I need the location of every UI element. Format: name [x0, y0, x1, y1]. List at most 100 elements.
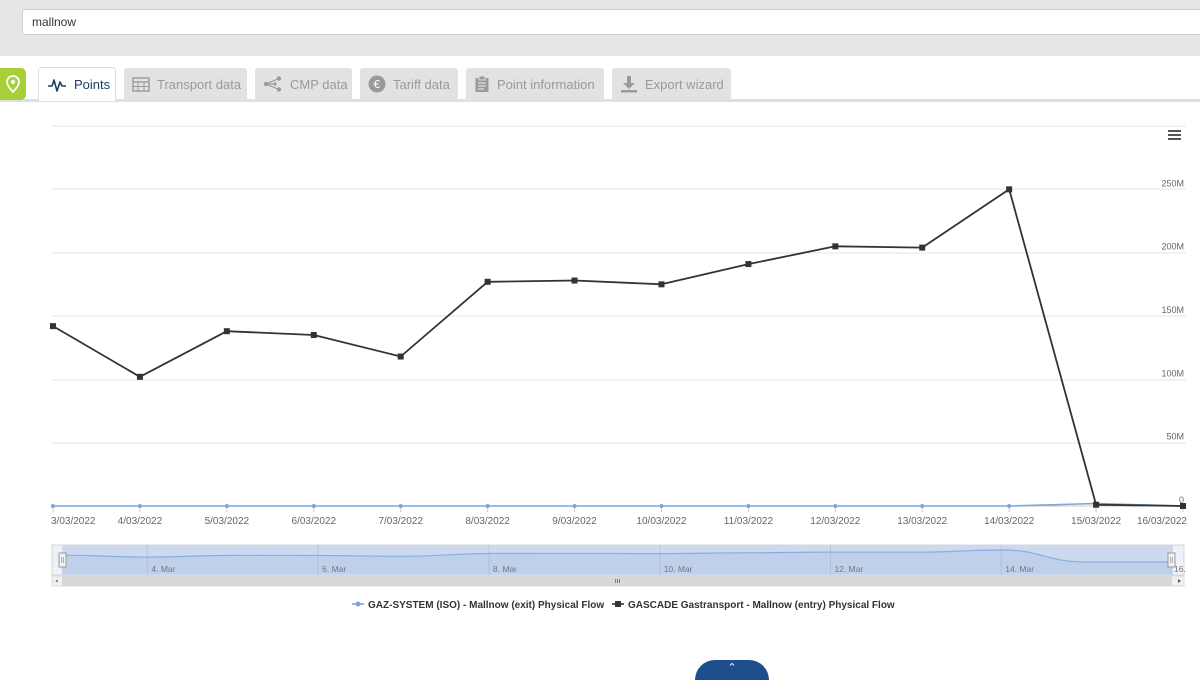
navigator-label: 14. Mar [1005, 564, 1034, 574]
data-point[interactable] [50, 323, 56, 330]
navigator-labels: 4. Mar 6. Mar 8. Mar 10. Mar 12. Mar 14. Mar 1… [151, 564, 1185, 574]
scrollbar-thumb[interactable] [62, 576, 1172, 586]
navigator-handle-left[interactable] [58, 552, 67, 568]
data-point[interactable] [746, 504, 751, 508]
navigator-label: 6. Mar [322, 564, 346, 574]
scroll-left-arrow-icon[interactable] [55, 579, 58, 583]
data-point[interactable] [136, 373, 143, 380]
x-tick-label: 4/03/2022 [118, 516, 163, 527]
y-tick-label: 150M [1161, 305, 1184, 315]
navigator-label: 10. Mar [664, 564, 693, 574]
data-point[interactable] [659, 504, 664, 508]
data-point[interactable] [311, 504, 316, 508]
data-point[interactable] [1007, 504, 1012, 508]
x-tick-label: 5/03/2022 [205, 516, 250, 527]
calendar-icon [132, 77, 150, 92]
data-point[interactable] [137, 504, 142, 508]
data-point[interactable] [1006, 186, 1013, 193]
tab-transport-data[interactable]: Transport data [124, 68, 247, 100]
legend-marker [615, 601, 621, 607]
y-axis-labels: 0 50M 100M 150M 200M 250M [1161, 178, 1184, 505]
data-point[interactable] [398, 504, 403, 508]
tab-label: Tariff data [393, 76, 450, 92]
data-point[interactable] [397, 353, 404, 360]
euro-icon: € [368, 75, 386, 93]
navigator-handle-right[interactable] [1167, 552, 1176, 568]
svg-text:€: € [374, 78, 381, 91]
x-tick-label: 7/03/2022 [378, 516, 423, 527]
data-point[interactable] [919, 244, 926, 251]
tab-tariff-data[interactable]: € Tariff data [360, 68, 458, 100]
data-point[interactable] [571, 277, 578, 284]
tab-label: Point information [497, 76, 595, 92]
data-point[interactable] [572, 504, 577, 508]
share-nodes-icon [263, 76, 282, 92]
flow-chart: 3/03/2022 4/03/2022 5/03/2022 6/03/2022 7/03… [50, 125, 1187, 611]
legend-item-entry[interactable]: GASCADE Gastransport - Mallnow (entry) P… [612, 600, 895, 611]
scroll-top-button[interactable]: ⌃ [695, 660, 769, 680]
tab-point-information[interactable]: Point information [466, 68, 604, 100]
tab-label: CMP data [290, 76, 348, 92]
location-pin-icon [6, 75, 20, 93]
y-tick-label: 250M [1161, 178, 1184, 188]
data-point[interactable] [658, 281, 665, 288]
tab-cmp-data[interactable]: CMP data [255, 68, 352, 100]
tab-label: Transport data [157, 76, 242, 92]
navigator-label: 8. Mar [493, 564, 517, 574]
x-tick-label: 14/03/2022 [984, 516, 1034, 527]
legend-marker [355, 601, 361, 607]
data-point[interactable] [833, 504, 838, 508]
legend-item-exit[interactable]: GAZ-SYSTEM (ISO) - Mallnow (exit) Physic… [352, 600, 604, 611]
tab-export-wizard[interactable]: Export wizard [612, 68, 731, 100]
chart-menu-button[interactable] [1164, 128, 1184, 144]
hamburger-icon [1168, 130, 1181, 140]
series-entry[interactable] [50, 186, 1186, 509]
x-tick-label: 12/03/2022 [810, 516, 860, 527]
data-point[interactable] [484, 278, 491, 285]
navigator-label: 16. [1174, 564, 1186, 574]
data-point[interactable] [920, 504, 925, 508]
series-line[interactable] [53, 502, 1184, 507]
tab-points[interactable]: Points [38, 67, 116, 101]
x-tick-label: 13/03/2022 [897, 516, 947, 527]
data-point[interactable] [223, 328, 230, 335]
location-pin-button[interactable] [0, 68, 26, 100]
y-tick-label: 50M [1166, 432, 1184, 442]
x-tick-label: 10/03/2022 [636, 516, 686, 527]
tab-bar: Points Transport data CMP data € Tariff [0, 56, 1200, 102]
tab-label: Export wizard [645, 76, 724, 92]
data-point[interactable] [1180, 503, 1186, 509]
series-exit[interactable] [51, 501, 1185, 508]
x-tick-label: 8/03/2022 [465, 516, 510, 527]
legend-label: GASCADE Gastransport - Mallnow (entry) P… [628, 600, 895, 611]
legend[interactable]: GAZ-SYSTEM (ISO) - Mallnow (exit) Physic… [352, 600, 895, 611]
data-point[interactable] [832, 243, 839, 250]
x-tick-label: 11/03/2022 [724, 516, 774, 527]
search-input[interactable] [22, 9, 1200, 35]
data-point[interactable] [51, 504, 55, 508]
download-icon [621, 76, 637, 93]
data-point[interactable] [745, 261, 752, 268]
scroll-right-arrow-icon[interactable] [1178, 579, 1181, 583]
x-tick-label: 16/03/2022 [1137, 516, 1187, 527]
x-axis-ticks [52, 506, 1184, 512]
chevron-up-icon: ⌃ [727, 662, 737, 674]
x-tick-label: 9/03/2022 [552, 516, 597, 527]
data-point[interactable] [485, 504, 490, 508]
grid [52, 125, 1186, 507]
series-line[interactable] [52, 188, 1184, 507]
data-point[interactable] [1093, 501, 1100, 508]
clipboard-icon [475, 75, 489, 92]
data-point[interactable] [310, 332, 317, 338]
y-tick-label: 0 [1179, 495, 1184, 505]
navigator-label: 12. Mar [834, 564, 863, 574]
navigator-series-line [61, 549, 1173, 563]
scrollbar[interactable] [51, 575, 1185, 587]
navigator-label: 4. Mar [151, 564, 175, 574]
x-tick-label: 3/03/2022 [51, 516, 96, 527]
x-axis-labels: 3/03/2022 4/03/2022 5/03/2022 6/03/2022 7/03… [51, 516, 1187, 527]
data-point[interactable] [224, 504, 229, 508]
y-tick-label: 200M [1161, 242, 1184, 252]
pulse-icon [48, 78, 66, 92]
navigator[interactable]: 4. Mar 6. Mar 8. Mar 10. Mar 12. Mar 14. Mar 1… [51, 544, 1186, 576]
